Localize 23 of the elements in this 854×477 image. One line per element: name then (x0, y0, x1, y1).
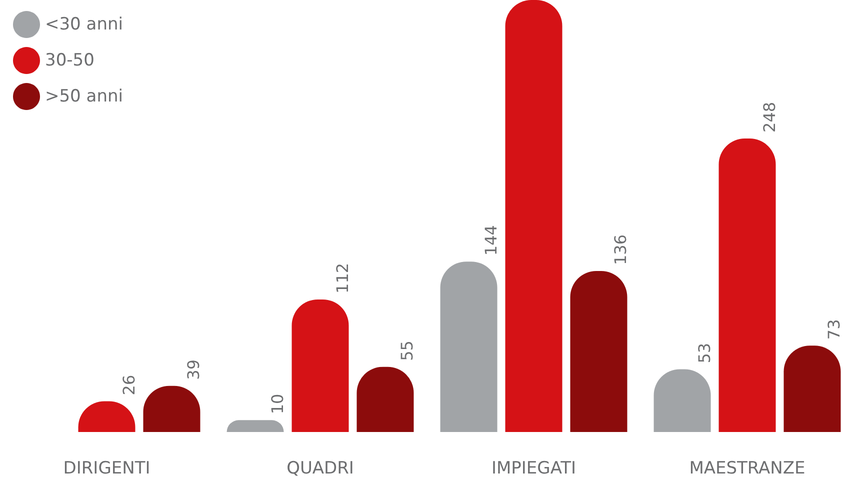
bar (570, 271, 628, 432)
legend-label: <30 anni (45, 14, 123, 34)
data-label: 112 (332, 262, 352, 294)
data-label: 73 (824, 319, 844, 340)
data-label: 10 (268, 394, 287, 414)
data-label: 248 (760, 102, 779, 132)
x-tick-label: MAESTRANZE (689, 458, 806, 477)
data-label: 136 (611, 234, 630, 266)
bar (292, 299, 349, 432)
bar (718, 138, 776, 432)
data-label: 55 (398, 340, 417, 361)
x-tick-label: IMPIEGATI (491, 458, 576, 477)
legend-label: 30-50 (45, 50, 94, 70)
data-label: 144 (481, 225, 500, 256)
x-tick-label: DIRIGENTI (63, 458, 150, 477)
legend-label: >50 anni (45, 86, 123, 106)
data-label: 39 (184, 359, 204, 380)
bar (505, 0, 562, 432)
x-tick-label: QUADRI (286, 458, 354, 477)
bar (784, 346, 841, 432)
bar (440, 262, 498, 432)
data-label: 26 (119, 374, 138, 396)
data-label: 53 (694, 342, 714, 364)
